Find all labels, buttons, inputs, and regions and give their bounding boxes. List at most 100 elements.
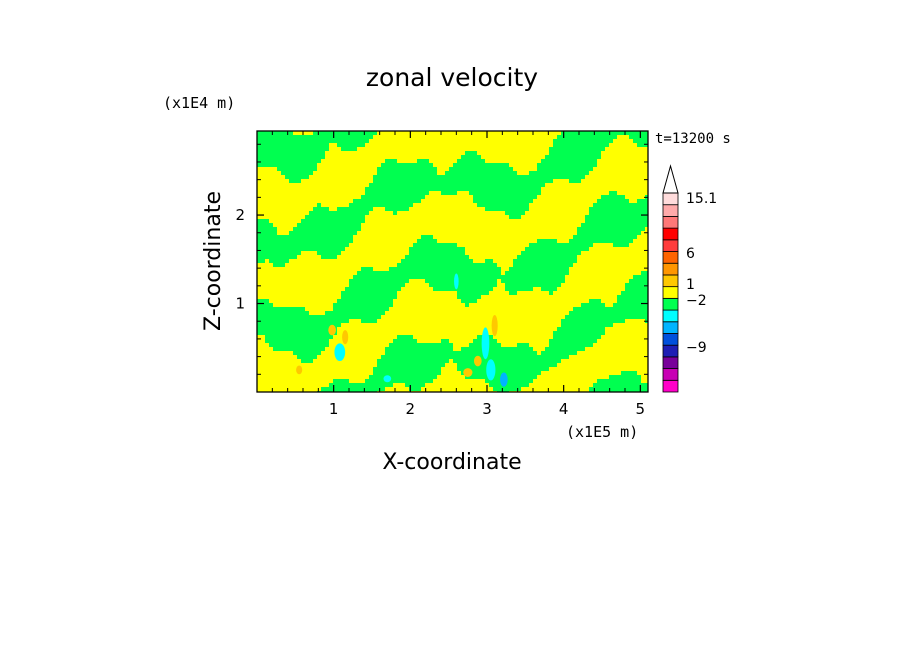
- field-cell: [545, 159, 549, 163]
- field-cell: [365, 307, 369, 311]
- field-cell: [417, 271, 421, 275]
- field-cell: [381, 167, 385, 171]
- field-cell: [521, 363, 525, 367]
- field-cell: [329, 223, 333, 227]
- field-cell: [485, 163, 489, 167]
- field-cell: [281, 151, 285, 155]
- field-cell: [389, 371, 393, 375]
- field-cell: [277, 159, 281, 163]
- field-cell: [561, 175, 565, 179]
- field-cell: [605, 139, 609, 143]
- field-cell: [529, 267, 533, 271]
- field-cell: [321, 343, 325, 347]
- field-cell: [517, 207, 521, 211]
- field-cell: [325, 331, 329, 335]
- field-cell: [337, 239, 341, 243]
- field-cell: [457, 183, 461, 187]
- field-cell: [565, 355, 569, 359]
- field-cell: [385, 371, 389, 375]
- field-cell: [325, 387, 329, 391]
- field-cell: [373, 307, 377, 311]
- field-cell: [457, 275, 461, 279]
- field-cell: [613, 231, 617, 235]
- field-cell: [589, 343, 593, 347]
- field-cell: [345, 315, 349, 319]
- field-cell: [417, 387, 421, 391]
- field-cell: [477, 279, 481, 283]
- field-cell: [377, 371, 381, 375]
- field-cell: [597, 239, 601, 243]
- field-cell: [369, 303, 373, 307]
- field-cell: [409, 247, 413, 251]
- field-cell: [529, 183, 533, 187]
- field-cell: [593, 215, 597, 219]
- field-cell: [297, 175, 301, 179]
- field-cell: [645, 315, 648, 319]
- field-cell: [517, 179, 521, 183]
- field-cell: [365, 315, 369, 319]
- field-cell: [469, 155, 473, 159]
- field-cell: [441, 179, 445, 183]
- field-cell: [505, 271, 509, 275]
- field-cell: [429, 283, 433, 287]
- field-cell: [345, 235, 349, 239]
- field-cell: [361, 319, 365, 323]
- field-cell: [529, 359, 533, 363]
- field-cell: [513, 291, 517, 295]
- field-cell: [425, 243, 429, 247]
- field-cell: [609, 375, 613, 379]
- field-cell: [365, 283, 369, 287]
- field-cell: [425, 375, 429, 379]
- field-cell: [589, 311, 593, 315]
- field-cell: [541, 283, 545, 287]
- field-cell: [269, 159, 273, 163]
- field-cell: [517, 367, 521, 371]
- field-cell: [541, 279, 545, 283]
- field-cell: [293, 155, 297, 159]
- field-cell: [385, 159, 389, 163]
- field-cell: [261, 319, 265, 323]
- field-cell: [333, 303, 337, 307]
- field-cell: [385, 187, 389, 191]
- field-cell: [521, 279, 525, 283]
- field-cell: [397, 351, 401, 355]
- field-feature: [383, 375, 392, 383]
- field-cell: [317, 151, 321, 155]
- field-cell: [277, 263, 281, 267]
- field-cell: [393, 375, 397, 379]
- field-cell: [497, 383, 501, 387]
- field-cell: [309, 215, 313, 219]
- field-cell: [297, 323, 301, 327]
- field-cell: [477, 367, 481, 371]
- field-cell: [569, 351, 573, 355]
- field-cell: [573, 175, 577, 179]
- field-cell: [469, 283, 473, 287]
- field-cell: [313, 355, 317, 359]
- field-cell: [513, 199, 517, 203]
- field-cell: [589, 143, 593, 147]
- field-cell: [489, 267, 493, 271]
- field-cell: [365, 295, 369, 299]
- field-cell: [405, 351, 409, 355]
- field-cell: [413, 367, 417, 371]
- field-cell: [545, 251, 549, 255]
- field-cell: [629, 231, 633, 235]
- field-cell: [257, 163, 261, 167]
- field-cell: [341, 207, 345, 211]
- field-cell: [369, 199, 373, 203]
- field-cell: [417, 355, 421, 359]
- field-cell: [281, 327, 285, 331]
- field-cell: [597, 319, 601, 323]
- field-cell: [561, 163, 565, 167]
- field-cell: [309, 247, 313, 251]
- field-cell: [509, 183, 513, 187]
- field-cell: [341, 231, 345, 235]
- field-cell: [313, 155, 317, 159]
- field-cell: [393, 175, 397, 179]
- field-cell: [353, 311, 357, 315]
- field-cell: [373, 175, 377, 179]
- field-cell: [269, 151, 273, 155]
- field-cell: [301, 347, 305, 351]
- field-cell: [277, 311, 281, 315]
- field-cell: [409, 271, 413, 275]
